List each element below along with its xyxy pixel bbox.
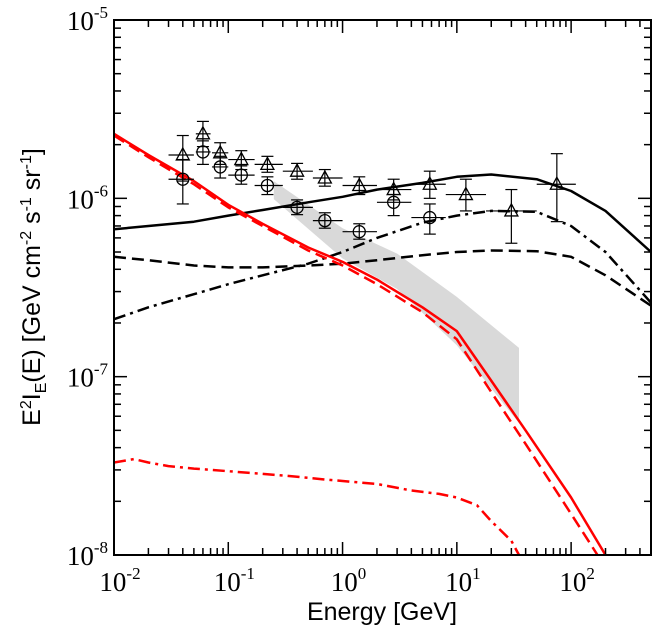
model-curves-layer bbox=[114, 132, 651, 555]
uncertainty-band bbox=[273, 181, 519, 423]
triangle-data-point bbox=[342, 176, 377, 196]
circle-data-point bbox=[211, 155, 229, 179]
y-tick-label: 10-5 bbox=[67, 3, 108, 36]
series-line-6 bbox=[114, 457, 521, 555]
y-tick-label: 10-8 bbox=[67, 538, 108, 571]
uncertainty-band-layer bbox=[273, 181, 519, 423]
triangle-data-point bbox=[254, 155, 283, 173]
triangle-data-point bbox=[536, 153, 576, 223]
series-line-3 bbox=[114, 209, 651, 321]
circle-data-point bbox=[411, 203, 446, 235]
x-axis-label: Energy [GeV] bbox=[307, 598, 457, 626]
y-axis-label: E2IE(E) [GeV cm-2 s-1 sr-1] bbox=[18, 148, 50, 426]
triangle-data-point bbox=[312, 168, 343, 187]
tick-labels-layer: 10-2 10-1 100 101 102 10-8 10-7 10-6 10-5 bbox=[67, 3, 595, 597]
circle-data-point bbox=[168, 158, 194, 205]
y-tick-label: 10-7 bbox=[67, 360, 109, 393]
plot-frame bbox=[113, 19, 652, 556]
series-line-2 bbox=[114, 249, 651, 307]
series-line-4 bbox=[114, 132, 607, 555]
triangle-data-point bbox=[411, 170, 446, 199]
axis-ticks-layer bbox=[113, 20, 652, 556]
circle-data-point bbox=[376, 188, 412, 217]
triangle-data-point bbox=[486, 188, 537, 244]
y-tick-label: 10-6 bbox=[67, 181, 108, 214]
x-tick-label: 10-1 bbox=[214, 564, 255, 597]
circle-data-point bbox=[312, 212, 343, 229]
data-points-layer bbox=[168, 120, 576, 244]
circle-data-point bbox=[282, 199, 313, 216]
x-tick-label: 101 bbox=[445, 564, 481, 597]
triangle-data-point bbox=[195, 120, 211, 148]
x-tick-label: 100 bbox=[331, 564, 367, 597]
triangle-data-point bbox=[282, 162, 313, 180]
x-tick-label: 10-2 bbox=[99, 564, 140, 597]
triangle-data-point bbox=[445, 178, 487, 212]
series-line-5 bbox=[114, 134, 599, 555]
x-tick-label: 102 bbox=[559, 564, 595, 597]
circle-data-point bbox=[195, 140, 211, 165]
circle-data-point bbox=[342, 223, 377, 240]
circle-data-point bbox=[254, 176, 283, 196]
circle-data-point bbox=[228, 165, 255, 185]
